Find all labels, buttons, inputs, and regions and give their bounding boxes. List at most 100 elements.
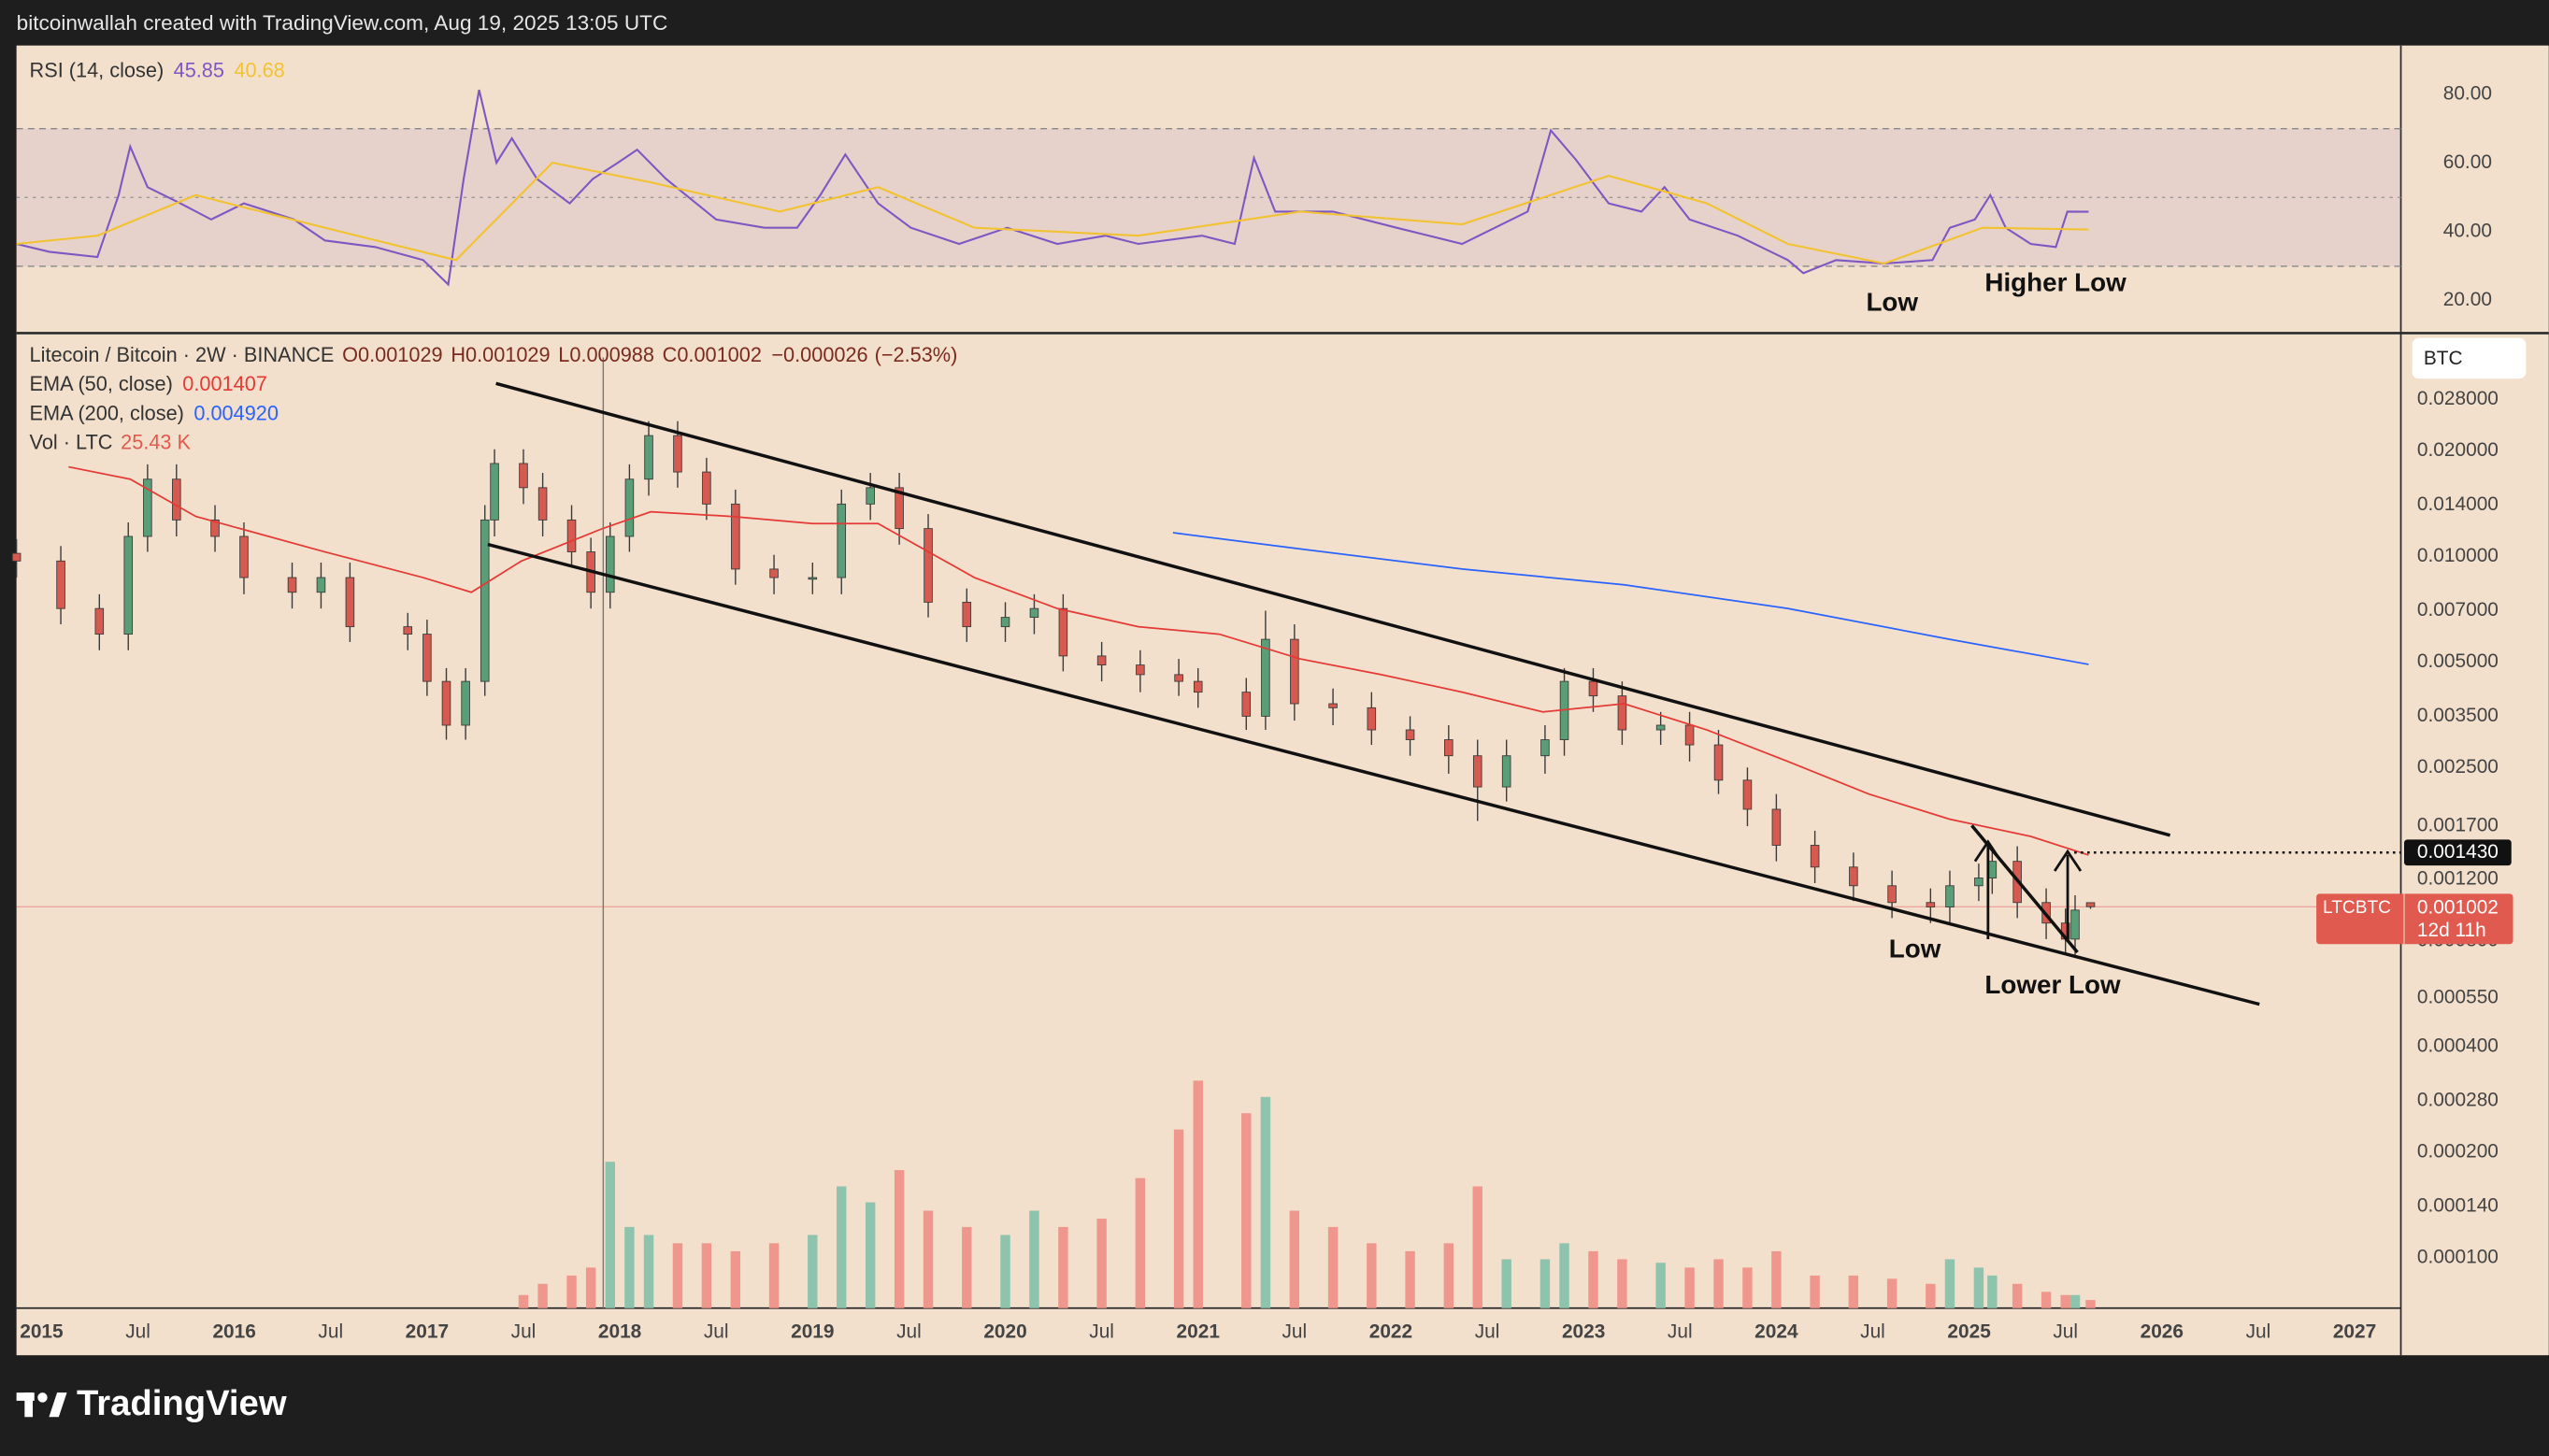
volume-bar bbox=[1742, 1267, 1753, 1308]
x-tick-label: Jul bbox=[2053, 1320, 2078, 1342]
candle-body bbox=[1328, 703, 1338, 708]
candle-body bbox=[673, 435, 682, 473]
candle-body bbox=[480, 519, 490, 682]
volume-bar bbox=[1810, 1275, 1820, 1308]
volume-bar bbox=[894, 1170, 905, 1308]
volume-bar bbox=[585, 1267, 596, 1308]
unit: BTC bbox=[2424, 348, 2463, 369]
candle-body bbox=[94, 607, 105, 635]
y-tick-label: 60.00 bbox=[2443, 151, 2492, 173]
x-tick-label: Jul bbox=[125, 1320, 150, 1342]
x-tick-label: 2027 bbox=[2333, 1320, 2376, 1342]
candle-body bbox=[287, 577, 297, 593]
candle-body bbox=[1742, 779, 1753, 810]
volume-bar bbox=[1539, 1259, 1551, 1308]
candle-body bbox=[1926, 902, 1936, 907]
ema-legend: EMA (50, close) 0.001407 bbox=[30, 372, 267, 395]
candle-body bbox=[2070, 909, 2080, 940]
candle-body bbox=[143, 478, 152, 537]
x-tick-label: Jul bbox=[1089, 1320, 1114, 1342]
candle-body bbox=[1810, 845, 1820, 868]
legend-value: 0.001407 bbox=[182, 372, 267, 395]
volume-bar bbox=[1000, 1235, 1010, 1308]
candle-body bbox=[1261, 638, 1270, 717]
candle-body bbox=[537, 487, 548, 521]
candle-body bbox=[1713, 744, 1724, 781]
candle-body bbox=[1444, 739, 1454, 757]
legend-ohlc: L0.000988 bbox=[558, 343, 654, 366]
level-label: 0.001430 bbox=[2417, 841, 2499, 863]
candle-body bbox=[962, 601, 972, 628]
volume-bar bbox=[1058, 1226, 1068, 1308]
x-tick-label: Jul bbox=[2246, 1320, 2271, 1342]
y-tick-label: 0.005000 bbox=[2417, 650, 2499, 672]
volume-bar bbox=[1684, 1267, 1695, 1308]
volume-bar bbox=[730, 1250, 741, 1308]
brand: TradingView bbox=[77, 1383, 287, 1423]
candle-body bbox=[644, 435, 653, 480]
volume-bar bbox=[1096, 1219, 1107, 1308]
candle-body bbox=[837, 503, 847, 578]
arrow-head bbox=[1973, 839, 2002, 863]
level-label-box bbox=[2403, 839, 2512, 866]
candle-body bbox=[490, 463, 499, 521]
y-tick-label: 0.001200 bbox=[2417, 867, 2499, 889]
candle-body bbox=[1655, 724, 1666, 731]
legend-value: 45.85 bbox=[174, 58, 224, 81]
annotation: Low bbox=[1889, 935, 1941, 964]
candle-body bbox=[172, 478, 181, 521]
x-tick-label: Jul bbox=[896, 1320, 922, 1342]
volume-bar bbox=[1443, 1243, 1454, 1308]
x-tick-label: 2017 bbox=[406, 1320, 449, 1342]
annotation: Lower Low bbox=[1984, 970, 2121, 999]
candle-body bbox=[1136, 664, 1145, 676]
y-tick-label: 40.00 bbox=[2443, 221, 2492, 242]
x-tick-label: Jul bbox=[318, 1320, 343, 1342]
ema-legend: EMA (200, close) 0.004920 bbox=[30, 401, 279, 424]
axes: 20.00 40.00 60.00 80.00 0.028000 0.020000 0.01… bbox=[20, 82, 2513, 1342]
volume-bar bbox=[1771, 1250, 1782, 1308]
candle-body bbox=[1058, 607, 1068, 657]
candle-body bbox=[519, 463, 528, 489]
x-tick-label: Jul bbox=[1282, 1320, 1308, 1342]
legend-title: Litecoin / Bitcoin · 2W · BINANCE bbox=[30, 343, 335, 366]
x-tick-label: Jul bbox=[1475, 1320, 1500, 1342]
volume-bar bbox=[2060, 1294, 2070, 1308]
line-series bbox=[16, 89, 2089, 287]
drawings bbox=[487, 357, 2260, 1308]
volume-bar bbox=[2085, 1300, 2096, 1308]
volume-bar bbox=[566, 1275, 577, 1308]
candle-body bbox=[1945, 885, 1955, 907]
volume-bar bbox=[1886, 1278, 1897, 1308]
candle-body bbox=[1540, 739, 1550, 757]
x-tick-label: Jul bbox=[704, 1320, 729, 1342]
candle-body bbox=[624, 478, 635, 537]
x-tick-label: 2016 bbox=[212, 1320, 255, 1342]
candle-body bbox=[1472, 755, 1482, 788]
volume-bar bbox=[1655, 1263, 1666, 1308]
wedge-line bbox=[1970, 824, 2079, 954]
x-tick-label: 2023 bbox=[1562, 1320, 1605, 1342]
volume-bar bbox=[1926, 1283, 1936, 1308]
candle-body bbox=[210, 519, 220, 537]
volume-bar bbox=[1973, 1267, 1984, 1308]
volume-bar bbox=[1241, 1113, 1252, 1308]
legend-value: 40.68 bbox=[234, 58, 284, 81]
legend-ohlc: C0.001002 bbox=[663, 343, 762, 366]
x-tick-label: 2018 bbox=[598, 1320, 641, 1342]
candle-body bbox=[461, 680, 470, 726]
volume-bar bbox=[701, 1243, 712, 1308]
line-series bbox=[1172, 532, 2089, 665]
x-tick-label: Jul bbox=[1668, 1320, 1693, 1342]
y-tick-label: 0.014000 bbox=[2417, 493, 2499, 515]
volume-bar bbox=[808, 1235, 818, 1308]
line-series bbox=[16, 162, 2089, 265]
candle-body bbox=[1029, 607, 1039, 619]
line-series bbox=[68, 465, 2089, 856]
x-tick-label: 2015 bbox=[20, 1320, 64, 1342]
candle-body bbox=[441, 680, 451, 726]
legend-name: Vol · LTC bbox=[30, 430, 113, 453]
logo-part bbox=[37, 1392, 48, 1403]
candle-body bbox=[1405, 729, 1415, 740]
